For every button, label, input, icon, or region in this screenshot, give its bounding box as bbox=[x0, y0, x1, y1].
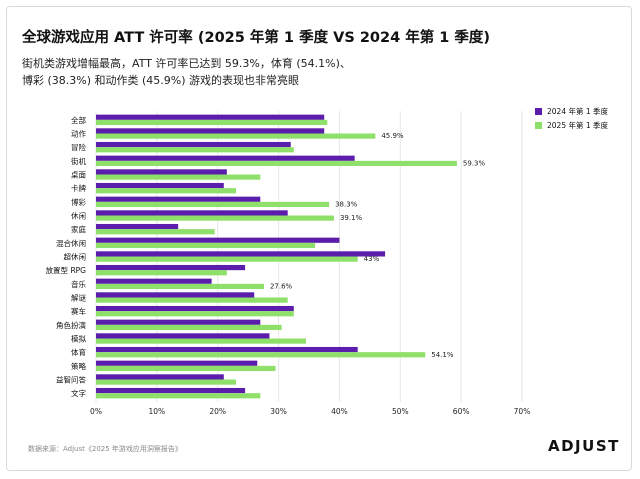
bar-2024 bbox=[96, 251, 386, 257]
legend-swatch-2025 bbox=[535, 122, 542, 129]
x-tick-label: 50% bbox=[392, 407, 409, 416]
bar-2024 bbox=[96, 278, 212, 284]
adjust-logo: ADJUST bbox=[548, 437, 620, 455]
category-label: 卡牌 bbox=[71, 183, 86, 193]
bar-2024 bbox=[96, 223, 179, 230]
source-note: 数据来源：Adjust《2025 年游戏应用洞察报告》 bbox=[28, 445, 182, 453]
category-label: 角色扮演 bbox=[56, 320, 86, 330]
category-label: 街机 bbox=[71, 156, 86, 166]
bar-2025 bbox=[96, 188, 236, 194]
bar-2024 bbox=[96, 360, 258, 366]
bar-2025 bbox=[96, 311, 294, 317]
subtitle-line-1: 街机类游戏增幅最高，ATT 许可率已达到 59.3%，体育 (54.1%)、 bbox=[22, 57, 351, 70]
bar-2024 bbox=[96, 333, 270, 339]
x-tick-label: 60% bbox=[453, 407, 470, 416]
bar-2024 bbox=[96, 346, 358, 353]
bar-2024 bbox=[96, 182, 224, 189]
bar-2025 bbox=[96, 147, 294, 153]
category-label: 超休闲 bbox=[64, 252, 87, 262]
category-label: 文字 bbox=[71, 388, 86, 398]
bar-2025 bbox=[96, 229, 215, 235]
category-label: 冒险 bbox=[71, 142, 86, 152]
chart-title: 全球游戏应用 ATT 许可率 (2025 年第 1 季度 VS 2024 年第 … bbox=[22, 30, 491, 46]
data-label: 59.3% bbox=[463, 160, 486, 168]
category-label: 体育 bbox=[71, 347, 86, 357]
bar-2024 bbox=[96, 264, 246, 271]
category-label: 益智问答 bbox=[56, 375, 86, 385]
category-label: 策略 bbox=[71, 361, 86, 371]
bar-2024 bbox=[96, 114, 325, 120]
card-frame bbox=[6, 6, 632, 471]
category-label: 赛车 bbox=[71, 306, 86, 316]
category-label: 休闲 bbox=[71, 211, 86, 221]
subtitle-line-2: 博彩 (38.3%) 和动作类 (45.9%) 游戏的表现也非常亮眼 bbox=[22, 74, 300, 87]
x-tick-label: 70% bbox=[514, 407, 531, 416]
bar-2025 bbox=[96, 324, 282, 331]
bar-2025 bbox=[96, 174, 261, 180]
bar-2025 bbox=[96, 297, 288, 303]
bar-2025 bbox=[96, 215, 334, 221]
category-label: 动作 bbox=[71, 129, 86, 139]
data-label: 39.1% bbox=[340, 214, 363, 222]
category-label: 音乐 bbox=[71, 279, 86, 289]
bar-2025 bbox=[96, 338, 306, 344]
bar-2024 bbox=[96, 374, 224, 380]
x-tick-label: 0% bbox=[90, 407, 102, 416]
data-label: 45.9% bbox=[381, 132, 404, 140]
legend-label: 2025 年第 1 季度 bbox=[547, 120, 609, 130]
category-label: 解谜 bbox=[71, 293, 86, 303]
data-label: 54.1% bbox=[431, 351, 454, 359]
x-tick-label: 10% bbox=[149, 407, 166, 416]
bar-2024 bbox=[96, 292, 255, 298]
bar-2024 bbox=[96, 169, 227, 175]
bar-2025 bbox=[96, 393, 261, 399]
bar-2024 bbox=[96, 141, 291, 148]
chart-subtitle: 街机类游戏增幅最高，ATT 许可率已达到 59.3%，体育 (54.1%)、 博… bbox=[22, 55, 582, 89]
data-label: 43% bbox=[364, 255, 380, 263]
category-label: 混合休闲 bbox=[56, 238, 86, 248]
category-label: 放置型 RPG bbox=[46, 265, 87, 275]
legend-label: 2024 年第 1 季度 bbox=[547, 106, 609, 116]
bar-2024 bbox=[96, 128, 325, 134]
legend-swatch-2024 bbox=[535, 108, 542, 115]
bar-2024 bbox=[96, 305, 294, 312]
bar-2024 bbox=[96, 319, 261, 325]
bar-2025 bbox=[96, 365, 276, 372]
bar-2025 bbox=[96, 283, 264, 290]
category-label: 全部 bbox=[71, 115, 86, 125]
category-label: 家庭 bbox=[71, 224, 86, 234]
bar-2025 bbox=[96, 352, 426, 358]
category-label: 桌面 bbox=[71, 170, 86, 180]
bar-2024 bbox=[96, 196, 261, 202]
bar-2025 bbox=[96, 160, 457, 167]
data-label: 27.6% bbox=[270, 283, 293, 291]
bar-2025 bbox=[96, 242, 316, 249]
data-label: 38.3% bbox=[335, 201, 358, 209]
bar-2025 bbox=[96, 119, 328, 126]
x-tick-label: 20% bbox=[209, 407, 226, 416]
bar-2024 bbox=[96, 387, 246, 394]
bar-2025 bbox=[96, 201, 330, 208]
bar-2024 bbox=[96, 237, 340, 243]
bar-2025 bbox=[96, 256, 358, 262]
bar-2025 bbox=[96, 379, 236, 385]
bar-2025 bbox=[96, 133, 376, 139]
bar-2024 bbox=[96, 155, 355, 161]
x-tick-label: 40% bbox=[331, 407, 348, 416]
category-label: 模拟 bbox=[71, 334, 86, 344]
x-tick-label: 30% bbox=[270, 407, 287, 416]
bar-2025 bbox=[96, 270, 227, 276]
bar-2024 bbox=[96, 210, 288, 216]
category-label: 博彩 bbox=[71, 197, 86, 207]
